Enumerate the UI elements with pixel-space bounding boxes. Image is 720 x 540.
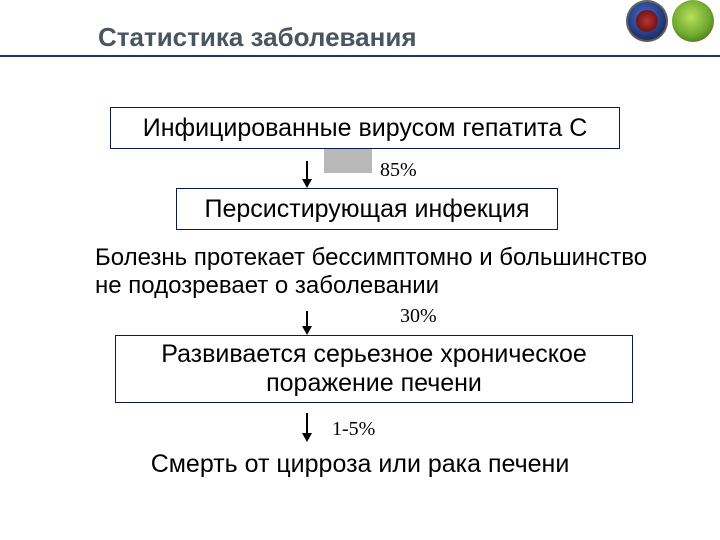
- page-title: Статистика заболевания: [0, 22, 720, 55]
- flow-box-label: Развивается серьезное хроническое пораже…: [116, 338, 632, 400]
- flow-note: Болезнь протекает бессимптомно и большин…: [95, 244, 655, 301]
- virus-icons: [626, 0, 714, 42]
- flow-box-label: Персистирующая инфекция: [199, 193, 536, 226]
- flow-box-persistent: Персистирующая инфекция: [176, 188, 558, 230]
- flow-box-chronic: Развивается серьезное хроническое пораже…: [115, 335, 633, 403]
- title-rule: [0, 55, 720, 57]
- flow-percent-2: 30%: [400, 305, 437, 328]
- flow-outcome: Смерть от цирроза или рака печени: [0, 450, 720, 479]
- flow-box-infected: Инфицированные вирусом гепатита С: [110, 107, 620, 149]
- arrow-shade: [324, 149, 372, 173]
- flow-percent-1: 85%: [380, 159, 417, 182]
- flow-box-label: Инфицированные вирусом гепатита С: [137, 112, 594, 145]
- blue-virus-icon: [626, 0, 668, 42]
- green-virus-icon: [672, 0, 714, 42]
- flow-percent-3: 1-5%: [332, 418, 375, 441]
- header: Статистика заболевания: [0, 22, 720, 57]
